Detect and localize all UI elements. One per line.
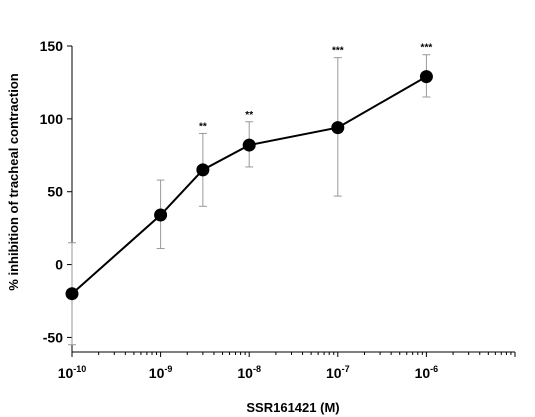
- y-tick-label: 150: [40, 38, 64, 54]
- significance-labels: ******* ***: [199, 43, 432, 133]
- y-ticks: -50 0 50 100 150: [40, 38, 72, 345]
- data-markers: [65, 70, 433, 301]
- y-axis: -50 0 50 100 150: [40, 38, 73, 352]
- x-tick-label: 10-8: [237, 364, 261, 381]
- significance-label: ***: [421, 43, 433, 54]
- significance-label: ***: [332, 46, 344, 57]
- x-tick-label: 10-10: [58, 364, 87, 381]
- y-tick-label: -50: [43, 329, 63, 345]
- y-tick-label: 100: [40, 111, 64, 127]
- significance-label: **: [245, 110, 253, 121]
- data-point: [242, 138, 256, 152]
- series-line: [71, 75, 427, 295]
- data-point: [419, 70, 433, 84]
- y-tick-label: 50: [47, 184, 63, 200]
- x-tick-label: 10-9: [149, 364, 173, 381]
- x-axis: 10-10 10-9 10-8 10-7 10-6: [58, 351, 516, 381]
- x-tick-label: 10-7: [326, 364, 350, 381]
- data-point: [331, 121, 345, 135]
- x-ticks: 10-10 10-9 10-8 10-7 10-6: [58, 352, 516, 381]
- error-bars: [68, 54, 431, 346]
- data-point: [196, 163, 210, 177]
- y-axis-title: % inhibition of tracheal contraction: [6, 73, 21, 290]
- y-tick-label: 0: [55, 257, 63, 273]
- x-axis-title: SSR161421 (M): [246, 400, 339, 415]
- data-point: [154, 208, 168, 222]
- x-tick-label: 10-6: [415, 364, 439, 381]
- data-point: [65, 287, 79, 301]
- significance-label: **: [199, 121, 207, 132]
- series-lines: [71, 75, 427, 295]
